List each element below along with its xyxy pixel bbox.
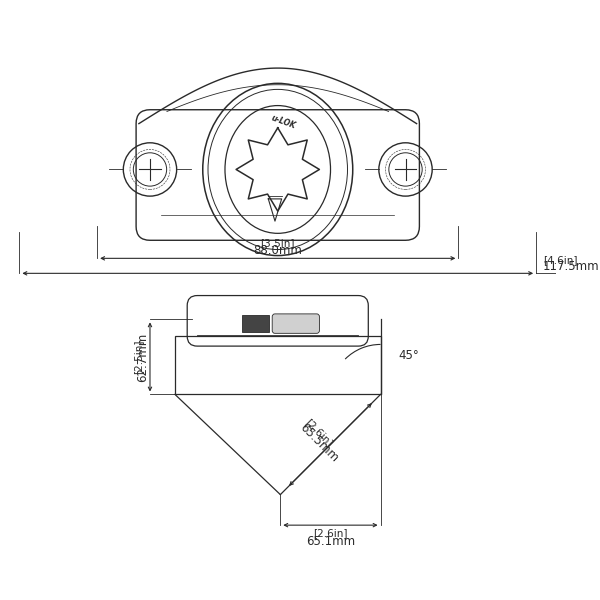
Text: 117.5mm: 117.5mm bbox=[543, 260, 599, 274]
Text: 65.1mm: 65.1mm bbox=[306, 535, 355, 548]
Text: [2.5in]: [2.5in] bbox=[133, 340, 143, 374]
Text: [2.6in]: [2.6in] bbox=[313, 529, 347, 538]
Text: [2.6in]: [2.6in] bbox=[303, 417, 334, 448]
FancyBboxPatch shape bbox=[272, 314, 319, 334]
Text: u-LOK: u-LOK bbox=[270, 113, 297, 131]
Bar bbox=[242, 315, 269, 332]
Text: 45°: 45° bbox=[398, 349, 419, 362]
Text: [3.5in]: [3.5in] bbox=[260, 238, 295, 248]
Text: 62.7mm: 62.7mm bbox=[136, 332, 149, 382]
Text: 88.0mm: 88.0mm bbox=[253, 244, 302, 257]
Text: [4.6in]: [4.6in] bbox=[543, 255, 577, 265]
Text: 65.5mm: 65.5mm bbox=[297, 421, 341, 464]
Bar bbox=[175, 336, 380, 394]
